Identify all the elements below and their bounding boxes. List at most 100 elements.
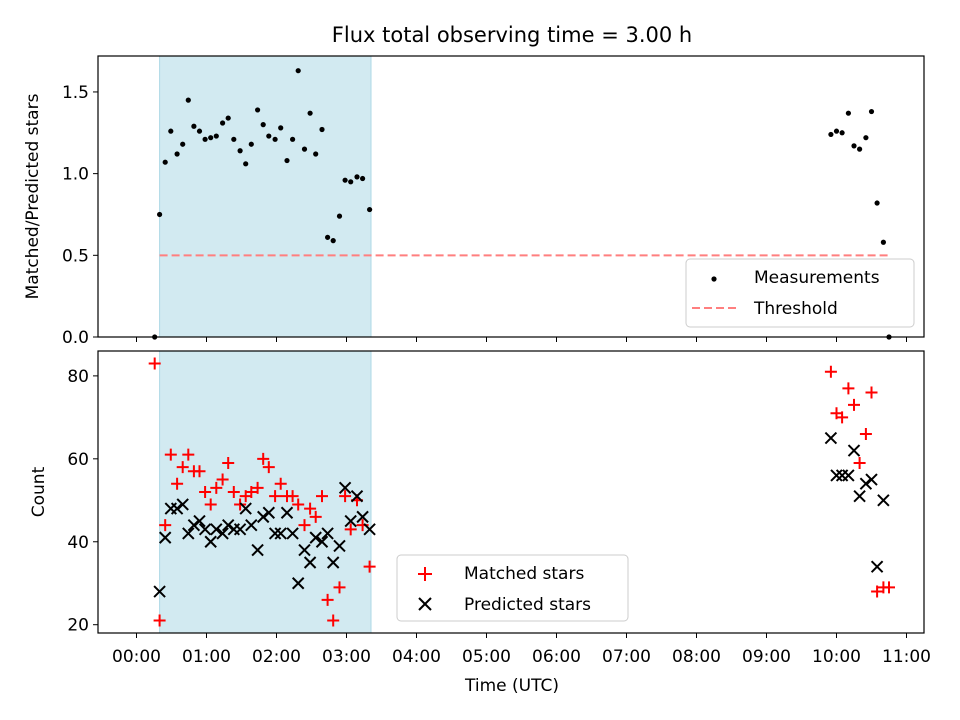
measurement-point: [307, 110, 313, 116]
measurement-point: [157, 211, 163, 218]
predicted-star-point: [221, 518, 235, 532]
measurement-point: [348, 179, 354, 185]
legend-measurements-marker: [711, 276, 717, 282]
matched-star-point: [848, 398, 860, 411]
measurement-point: [213, 133, 219, 139]
matched-star-point: [159, 519, 172, 532]
matched-star-point: [321, 593, 334, 606]
measurement-point: [174, 151, 180, 157]
predicted-star-point: [274, 527, 287, 540]
measurement-point: [180, 141, 186, 147]
matched-star-point: [853, 456, 866, 469]
predicted-star-point: [204, 535, 217, 548]
matched-star-point: [193, 465, 206, 478]
bottom-xtick-label: 07:00: [602, 647, 651, 667]
predicted-star-point: [824, 431, 838, 445]
top-ytick-label: 1.5: [62, 83, 89, 103]
measurement-point: [266, 133, 272, 139]
matched-star-point: [333, 581, 346, 594]
predicted-star-point: [315, 535, 329, 548]
matched-star-point: [298, 519, 311, 532]
predicted-star-point: [344, 514, 357, 528]
measurement-point: [360, 175, 366, 182]
predicted-star-point: [363, 523, 376, 536]
measurement-point: [319, 126, 325, 133]
predicted-star-point: [830, 469, 843, 482]
matched-star-point: [269, 490, 282, 503]
measurement-point: [196, 128, 203, 134]
predicted-star-point: [865, 473, 878, 486]
predicted-star-point: [853, 489, 866, 503]
matched-star-point: [327, 614, 340, 627]
predicted-star-point: [153, 585, 166, 598]
legend-predicted-marker: [418, 597, 432, 611]
matched-star-point: [171, 477, 184, 490]
measurement-point: [367, 206, 373, 213]
matched-star-point: [199, 486, 212, 498]
measurement-point: [868, 108, 875, 115]
bottom-ytick-label: 20: [67, 616, 89, 636]
predicted-star-point: [870, 560, 884, 573]
predicted-star-point: [326, 556, 340, 569]
bottom-xtick-label: 08:00: [672, 647, 721, 667]
matched-star-point: [292, 498, 305, 511]
predicted-star-point: [291, 577, 305, 590]
measurement-point: [290, 136, 296, 142]
bottom-xtick-label: 02:00: [252, 647, 301, 667]
measurement-point: [874, 200, 880, 206]
bottom-xtick-label: 01:00: [182, 647, 231, 667]
bottom-panel: 20 40 60 80 00:00 01:00 02:00 03:00 04:00 05:00 0…: [29, 350, 931, 696]
bottom-axes-frame: [97, 350, 925, 634]
matched-star-point: [309, 510, 322, 523]
predicted-star-point: [187, 518, 201, 532]
measurement-point: [325, 234, 331, 240]
measurement-point: [833, 128, 840, 134]
matched-star-point: [182, 448, 195, 461]
bottom-ytick-label: 40: [67, 533, 89, 553]
matched-star-point: [204, 498, 217, 511]
matched-star-point: [363, 560, 376, 573]
matched-star-point: [883, 581, 895, 594]
measurement-point: [284, 157, 290, 164]
predicted-star-point: [176, 498, 189, 511]
matched-star-point: [865, 386, 878, 399]
predicted-star-point: [170, 502, 184, 515]
legend-measurements-label: Measurements: [754, 268, 880, 288]
legend-matched-label: Matched stars: [464, 564, 584, 584]
measurement-point: [845, 110, 852, 116]
top-ytick-label: 1.0: [62, 165, 89, 185]
predicted-star-point: [350, 489, 364, 503]
predicted-star-point: [193, 514, 206, 528]
measurement-point: [278, 125, 284, 131]
predicted-star-point: [233, 523, 247, 536]
legend-threshold-label: Threshold: [753, 299, 838, 319]
measurement-point: [260, 122, 266, 128]
bottom-xtick-label: 10:00: [812, 647, 861, 667]
predicted-star-point: [239, 502, 252, 515]
measurement-point: [295, 68, 301, 74]
predicted-star-point: [298, 543, 311, 557]
predicted-star-point: [333, 539, 346, 553]
predicted-star-point: [210, 523, 223, 536]
matched-star-point: [339, 490, 352, 503]
top-ytick-label: 0.0: [62, 328, 89, 348]
measurement-point: [248, 141, 254, 147]
predicted-star-point: [256, 510, 270, 524]
chart-title: Flux total observing time = 3.00 h: [332, 23, 692, 47]
matched-star-point: [859, 427, 872, 440]
measurement-point: [863, 135, 869, 141]
matched-star-point: [842, 382, 855, 395]
matched-star-point: [274, 477, 287, 490]
measurement-point: [185, 97, 191, 103]
bottom-xtick-label: 00:00: [112, 647, 161, 667]
bottom-ytick-label: 60: [67, 450, 89, 470]
matched-star-point: [216, 473, 229, 486]
bottom-xtick-label: 11:00: [882, 647, 931, 667]
predicted-star-point: [356, 510, 369, 524]
matched-star-point: [210, 481, 223, 494]
bottom-xtick-label: 09:00: [742, 647, 791, 667]
bottom-xtick-label: 05:00: [462, 647, 511, 667]
predicted-star-point: [262, 506, 276, 519]
measurement-point: [354, 174, 360, 180]
top-legend-box: [685, 258, 915, 328]
